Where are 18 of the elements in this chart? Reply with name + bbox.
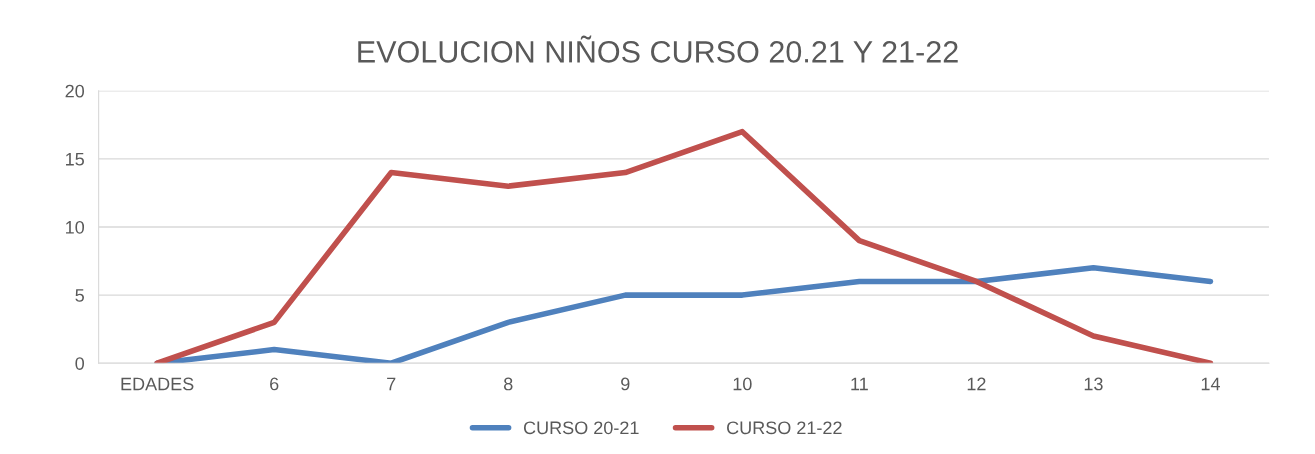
x-tick-label: 11 <box>851 377 868 391</box>
y-tick-label: 20 <box>65 84 85 98</box>
chart-title: EVOLUCION NIÑOS CURSO 20.21 Y 21-22 <box>358 35 958 63</box>
y-tick-label: 10 <box>66 220 85 234</box>
y-tick-label: 5 <box>75 289 84 302</box>
x-tick-label: 14 <box>1201 377 1220 391</box>
x-tick-label: 6 <box>270 377 279 391</box>
legend-label: CURSO 20-21 <box>523 421 639 435</box>
x-tick-label: 9 <box>621 377 630 391</box>
y-tick-label: 0 <box>75 357 85 370</box>
x-tick-label: EDADES <box>121 377 194 391</box>
legend-label: CURSO 21-22 <box>727 421 842 435</box>
x-tick-label: 13 <box>1084 377 1103 391</box>
x-tick-label: 7 <box>387 377 396 391</box>
x-tick-label: 10 <box>733 377 752 391</box>
y-tick-label: 15 <box>66 153 84 166</box>
x-tick-label: 12 <box>967 377 986 391</box>
x-tick-label: 8 <box>504 377 513 391</box>
